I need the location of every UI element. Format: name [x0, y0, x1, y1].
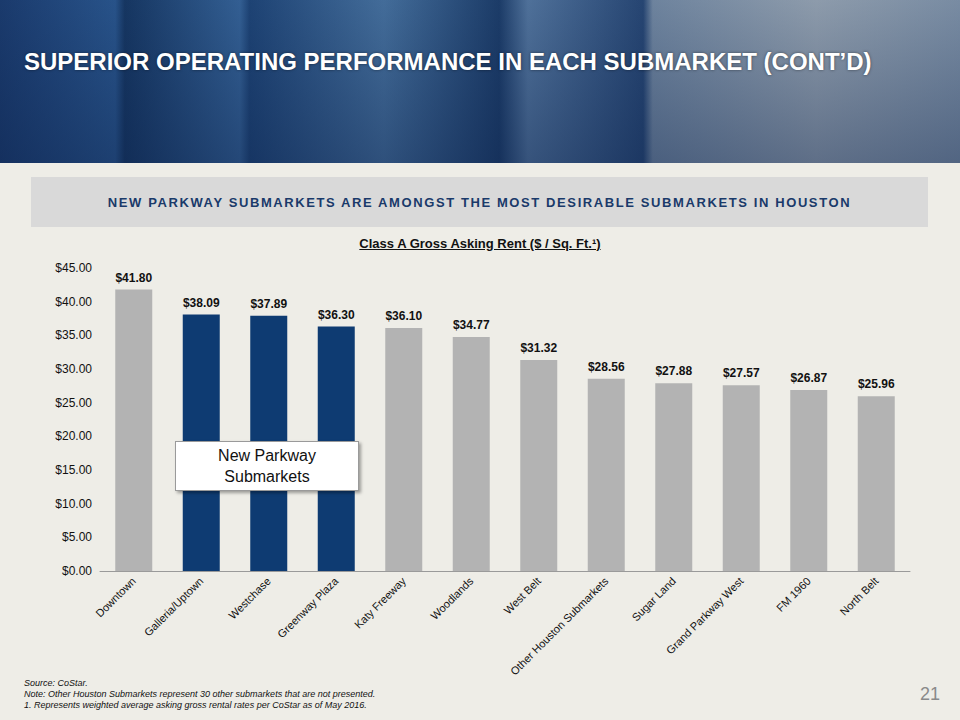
svg-text:Westchase: Westchase	[226, 575, 273, 622]
svg-text:$26.87: $26.87	[790, 371, 827, 385]
html-text:Note: Other Houston Submarkets: Note: Other Houston Submarkets represent…	[24, 689, 376, 699]
svg-text:$45.00: $45.00	[55, 261, 92, 275]
svg-text:$15.00: $15.00	[55, 463, 92, 477]
html-text:NEW PARKWAY SUBMARKETS ARE AMO: NEW PARKWAY SUBMARKETS ARE AMONGST THE M…	[107, 194, 852, 210]
html-text:21: 21	[920, 684, 940, 704]
svg-text:$20.00: $20.00	[55, 429, 92, 443]
html-text:New Parkway Submarkets: New Parkway Submarkets	[218, 447, 316, 485]
svg-text:$31.32: $31.32	[520, 341, 557, 355]
svg-text:$38.09: $38.09	[183, 296, 220, 310]
svg-text:$25.96: $25.96	[858, 377, 895, 391]
svg-text:$37.89: $37.89	[250, 297, 287, 311]
svg-text:$28.56: $28.56	[588, 360, 625, 374]
svg-text:$35.00: $35.00	[55, 328, 92, 342]
svg-text:Downtown: Downtown	[93, 575, 138, 620]
html-text:Class A Gross Asking Rent ($ /: Class A Gross Asking Rent ($ / Sq. Ft.¹)	[359, 236, 601, 251]
svg-text:$27.57: $27.57	[723, 366, 760, 380]
svg-text:$27.88: $27.88	[655, 364, 692, 378]
svg-text:Sugar Land: Sugar Land	[629, 575, 678, 624]
html-text:SUPERIOR OPERATING PERFORMANCE: SUPERIOR OPERATING PERFORMANCE IN EACH S…	[24, 48, 872, 75]
svg-text:FM 1960: FM 1960	[774, 575, 813, 614]
svg-text:$10.00: $10.00	[55, 497, 92, 511]
svg-text:West Belt: West Belt	[501, 575, 543, 617]
html-text:Source: CoStar.: Source: CoStar.	[24, 678, 88, 688]
svg-text:Grand Parkway West: Grand Parkway West	[664, 575, 746, 657]
svg-text:$0.00: $0.00	[62, 564, 92, 578]
svg-text:Other Houston Submarkets: Other Houston Submarkets	[508, 574, 611, 677]
svg-text:$36.30: $36.30	[318, 308, 355, 322]
svg-text:$40.00: $40.00	[55, 295, 92, 309]
svg-text:North Belt: North Belt	[837, 575, 880, 618]
svg-text:$34.77: $34.77	[453, 318, 490, 332]
svg-text:$36.10: $36.10	[385, 309, 422, 323]
svg-text:$30.00: $30.00	[55, 362, 92, 376]
svg-text:Greenway Plaza: Greenway Plaza	[275, 574, 341, 640]
svg-text:$25.00: $25.00	[55, 396, 92, 410]
svg-text:Katy Freeway: Katy Freeway	[352, 574, 408, 630]
svg-text:$5.00: $5.00	[62, 530, 92, 544]
html-text:1. Represents weighted average: 1. Represents weighted average asking gr…	[24, 700, 367, 710]
svg-text:Galleria/Uptown: Galleria/Uptown	[142, 575, 206, 639]
svg-text:$41.80: $41.80	[115, 271, 152, 285]
svg-text:Woodlands: Woodlands	[428, 574, 476, 622]
